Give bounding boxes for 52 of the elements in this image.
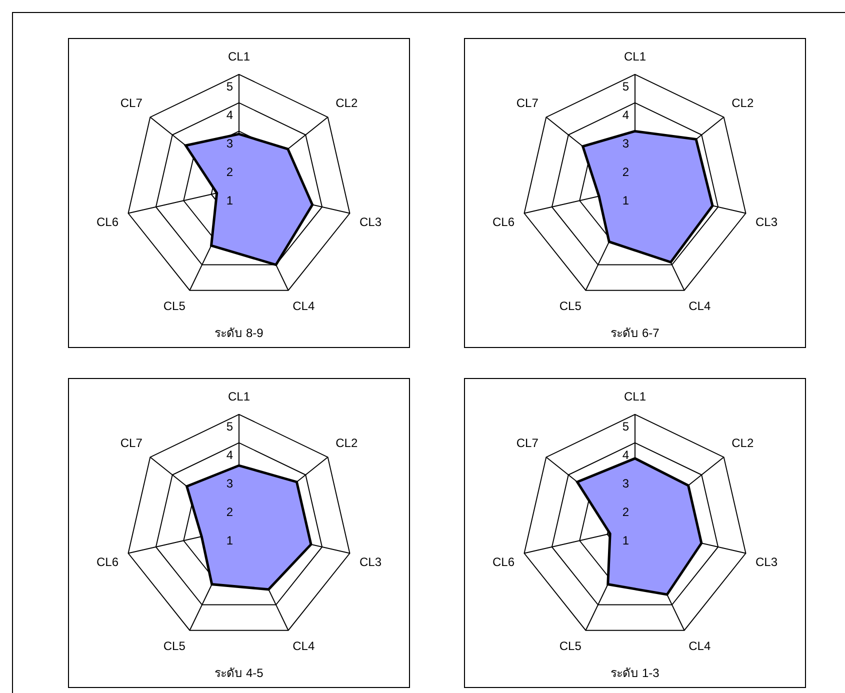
- y-tick-label: 4: [622, 448, 630, 462]
- y-tick-label: 3: [226, 136, 234, 151]
- text: ระดับ 1-3: [610, 666, 660, 680]
- y-tick-label: 2: [622, 504, 630, 519]
- spoke-label: CL2: [732, 96, 754, 110]
- spoke-label: CL7: [516, 96, 539, 110]
- text: ระดับ 8-9: [214, 326, 264, 340]
- y-tick-label: 4: [226, 448, 234, 462]
- y-tick-label: 3: [622, 476, 630, 491]
- spoke-label: CL6: [492, 215, 515, 230]
- y-tick-label: 2: [622, 164, 630, 179]
- y-tick-label: 3: [226, 476, 234, 491]
- spoke-label: CL7: [120, 96, 143, 110]
- spoke-label: CL1: [228, 50, 250, 64]
- spoke-label: CL7: [516, 436, 539, 450]
- spoke-label: CL3: [756, 555, 778, 570]
- y-tick-label: 4: [226, 108, 234, 122]
- spoke-label: CL6: [96, 215, 119, 230]
- spoke-label: CL5: [163, 638, 186, 653]
- spoke-label: CL2: [336, 436, 358, 450]
- y-tick-label: 2: [226, 164, 234, 179]
- y-tick-label: 3: [622, 136, 630, 151]
- y-tick-label: 4: [622, 108, 630, 122]
- text: ระดับ 6-7: [610, 326, 660, 340]
- spoke-label: CL2: [336, 96, 358, 110]
- spoke-label: CL2: [732, 436, 754, 450]
- spoke-label: CL1: [624, 50, 646, 64]
- y-tick-label: 5: [226, 80, 234, 94]
- text: ระดับ 4-5: [214, 666, 264, 680]
- y-tick-label: 5: [226, 420, 234, 434]
- spoke-label: CL7: [120, 436, 143, 450]
- spoke-label: CL5: [559, 638, 582, 653]
- y-tick-label: 1: [226, 533, 234, 548]
- y-tick-label: 1: [622, 533, 630, 548]
- spoke-label: CL4: [292, 638, 315, 653]
- spoke-label: CL3: [756, 215, 778, 230]
- spoke-label: CL5: [163, 298, 186, 313]
- y-tick-label: 1: [226, 193, 234, 208]
- y-tick-label: 1: [622, 193, 630, 208]
- y-tick-label: 5: [622, 80, 630, 94]
- y-tick-label: 5: [622, 420, 630, 434]
- spoke-label: CL4: [688, 298, 711, 313]
- spoke-label: CL5: [559, 298, 582, 313]
- spoke-label: CL4: [688, 638, 711, 653]
- spoke-label: CL3: [360, 555, 382, 570]
- spoke-label: CL3: [360, 215, 382, 230]
- spoke-label: CL1: [624, 390, 646, 404]
- spoke-label: CL1: [228, 390, 250, 404]
- spoke-label: CL4: [292, 298, 315, 313]
- spoke-label: CL6: [96, 555, 119, 570]
- spoke-label: CL6: [492, 555, 515, 570]
- y-tick-label: 2: [226, 504, 234, 519]
